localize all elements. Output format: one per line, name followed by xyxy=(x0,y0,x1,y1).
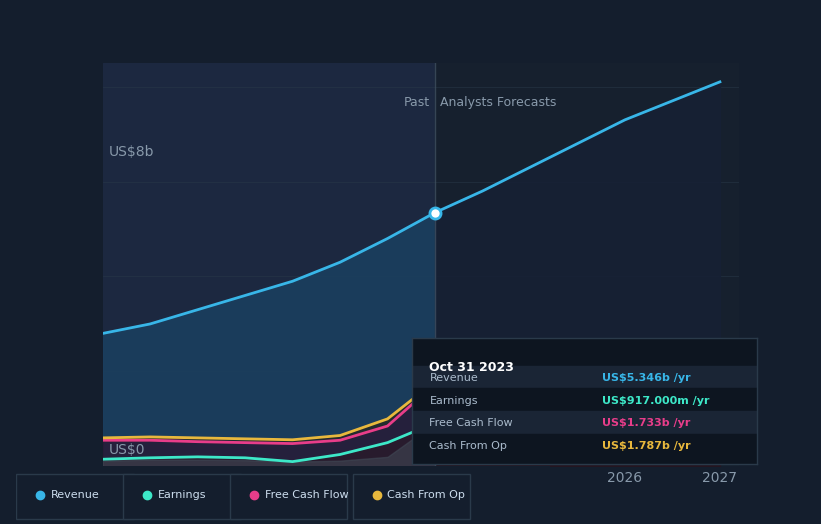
Text: Cash From Op: Cash From Op xyxy=(429,441,507,451)
Text: US$917.000m /yr: US$917.000m /yr xyxy=(602,396,709,406)
FancyBboxPatch shape xyxy=(16,474,134,519)
Text: Analysts Forecasts: Analysts Forecasts xyxy=(440,95,556,108)
Bar xyxy=(412,433,757,458)
Bar xyxy=(412,388,757,413)
Bar xyxy=(435,63,739,466)
Text: US$1.787b /yr: US$1.787b /yr xyxy=(602,441,690,451)
Text: Free Cash Flow: Free Cash Flow xyxy=(429,419,513,429)
Text: US$5.346b /yr: US$5.346b /yr xyxy=(602,373,690,383)
Text: Past: Past xyxy=(404,95,430,108)
Text: Oct 31 2023: Oct 31 2023 xyxy=(429,361,514,374)
Text: Revenue: Revenue xyxy=(429,373,478,383)
Text: US$0: US$0 xyxy=(109,443,145,457)
Text: Earnings: Earnings xyxy=(429,396,478,406)
Text: Free Cash Flow: Free Cash Flow xyxy=(264,490,348,500)
Text: US$1.733b /yr: US$1.733b /yr xyxy=(602,419,690,429)
FancyBboxPatch shape xyxy=(123,474,241,519)
Bar xyxy=(412,366,757,391)
Text: Revenue: Revenue xyxy=(51,490,100,500)
Text: Cash From Op: Cash From Op xyxy=(388,490,466,500)
FancyBboxPatch shape xyxy=(230,474,347,519)
Text: US$8b: US$8b xyxy=(109,145,154,159)
Text: Earnings: Earnings xyxy=(158,490,206,500)
Bar xyxy=(103,63,435,466)
Bar xyxy=(412,411,757,436)
FancyBboxPatch shape xyxy=(353,474,470,519)
